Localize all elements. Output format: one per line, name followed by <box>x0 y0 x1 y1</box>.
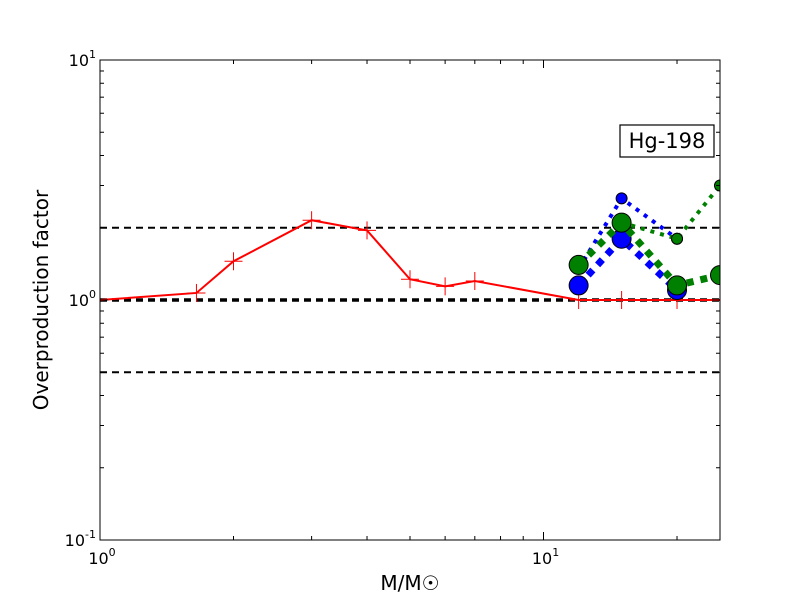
data-point-circle <box>611 212 632 233</box>
x-tick-label-exponent: 0 <box>109 546 116 559</box>
isotope-label-frame <box>619 124 715 158</box>
x-tick-label-base: 10 <box>532 549 552 568</box>
y-tick-label: 100 <box>69 288 96 310</box>
isotope-label: Hg-198 <box>629 129 706 153</box>
data-point-plus <box>302 211 321 230</box>
series-line <box>576 233 680 293</box>
y-tick-label-base: 10 <box>69 291 89 310</box>
y-tick-label-exponent: 1 <box>89 48 96 61</box>
series-line <box>621 184 720 242</box>
data-point-circle <box>568 275 589 296</box>
data-point-plus <box>465 271 484 290</box>
series-group <box>568 212 720 296</box>
y-tick-label-base: 10 <box>69 51 89 70</box>
data-point-plus <box>358 221 377 240</box>
x-axis-label: M/M☉ <box>380 571 439 595</box>
series-line <box>100 219 720 301</box>
y-tick-label-base: 10 <box>65 531 85 550</box>
y-tick-label: 10-1 <box>65 528 96 550</box>
data-series <box>100 179 720 309</box>
series-line <box>576 217 720 290</box>
axis-ticks <box>99 59 720 541</box>
data-point-circle <box>615 192 628 205</box>
data-point-plus <box>401 270 419 289</box>
x-tick-label-exponent: 1 <box>552 546 559 559</box>
y-axis-label: Overproduction factor <box>29 189 53 410</box>
y-tick-label-exponent: 0 <box>89 288 96 301</box>
data-point-circle <box>568 254 589 275</box>
data-point-circle <box>667 275 688 296</box>
x-tick-label: 101 <box>532 546 559 568</box>
y-tick-label: 101 <box>69 48 96 70</box>
data-point-plus <box>436 277 455 296</box>
data-point-plus <box>187 283 206 302</box>
data-point-plus <box>224 252 243 271</box>
y-tick-label-exponent: -1 <box>85 528 96 541</box>
x-tick-label: 100 <box>88 546 115 568</box>
data-point-circle <box>710 265 720 286</box>
data-point-circle <box>671 232 684 245</box>
x-tick-label-base: 10 <box>88 549 108 568</box>
isotope-label-box: Hg-198 <box>619 124 715 158</box>
data-point-plus <box>612 291 631 309</box>
